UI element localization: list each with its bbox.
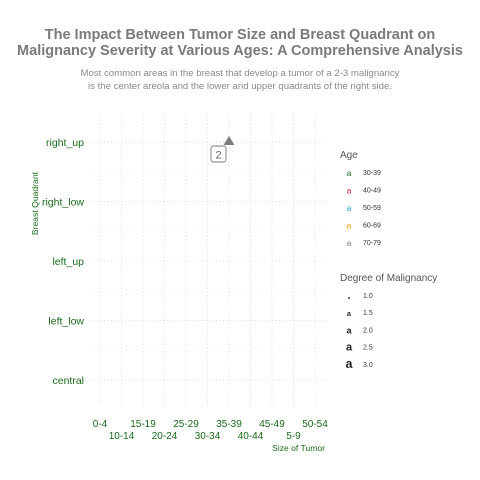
legend-age-label: 60-69	[363, 223, 381, 230]
x-tick-label: 50-54	[302, 419, 328, 430]
y-axis-title: Breast Quadrant	[30, 171, 40, 235]
x-tick-label: 5-9	[286, 431, 301, 442]
x-tick-label: 40-44	[238, 431, 264, 442]
legend-malignancy-key: a	[346, 357, 354, 371]
legend-malignancy-key: a	[346, 325, 352, 335]
legend-age-label: 70-79	[363, 240, 381, 247]
legend-age-title: Age	[340, 150, 358, 161]
y-tick-label: left_up	[52, 256, 84, 268]
y-tick-label: central	[52, 375, 84, 387]
x-tick-label: 30-34	[195, 431, 221, 442]
chart-subtitle-line-1: Most common areas in the breast that dev…	[80, 68, 400, 79]
chart-title-line-1: The Impact Between Tumor Size and Breast…	[44, 27, 436, 43]
chart-title-line-2: Malignancy Severity at Various Ages: A C…	[17, 43, 463, 59]
legend-malignancy-key: a	[346, 342, 353, 354]
data-label: 2	[215, 150, 221, 162]
legend-age-key: a	[347, 168, 352, 178]
x-tick-label: 15-19	[130, 419, 156, 430]
x-tick-label: 20-24	[152, 431, 178, 442]
chart-subtitle-line-2: is the center areola and the lower and u…	[88, 81, 392, 92]
x-tick-label: 35-39	[216, 419, 242, 430]
legend-malignancy-title: Degree of Malignancy	[340, 273, 437, 284]
x-tick-label: 45-49	[259, 419, 285, 430]
y-tick-label: right_up	[46, 137, 84, 149]
x-axis-title: Size of Tumor	[272, 443, 325, 453]
legend-age-label: 30-39	[363, 170, 381, 177]
y-tick-label: right_low	[42, 197, 84, 209]
legend-age-label: 50-59	[363, 205, 381, 212]
legend-malignancy-label: 1.0	[363, 293, 373, 300]
legend-malignancy-label: 3.0	[363, 362, 373, 369]
legend-age-key: a	[347, 238, 352, 248]
legend-age-key: a	[347, 203, 352, 213]
legend-malignancy-key: a	[348, 295, 351, 300]
data-point	[223, 136, 235, 145]
x-tick-label: 0-4	[93, 419, 108, 430]
legend-malignancy-label: 1.5	[363, 310, 373, 317]
legend-malignancy-key: a	[347, 311, 351, 318]
data-label-box	[210, 145, 227, 163]
legend-age-label: 40-49	[363, 188, 381, 195]
y-tick-label: left_low	[48, 316, 84, 328]
legend-malignancy-label: 2.0	[363, 327, 373, 334]
legend-age-key: a	[347, 221, 352, 231]
legend-malignancy-label: 2.5	[363, 345, 373, 352]
legend-age-key: a	[347, 186, 352, 196]
x-tick-label: 10-14	[109, 431, 135, 442]
x-tick-label: 25-29	[173, 419, 199, 430]
